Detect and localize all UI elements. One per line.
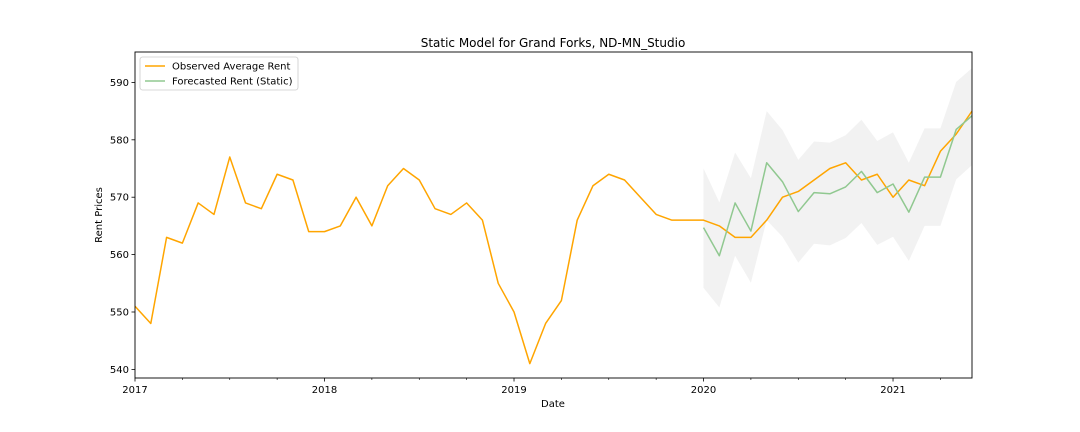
x-tick-label: 2019 (501, 385, 526, 396)
plot-marks (135, 68, 972, 364)
y-tick-label: 590 (110, 78, 129, 89)
x-tick-label: 2018 (312, 385, 337, 396)
y-axis-label: Rent Prices (94, 187, 105, 243)
y-axis: 540 550 560 570 580 590 (110, 78, 135, 376)
x-tick-label: 2021 (880, 385, 905, 396)
y-tick-label: 540 (110, 365, 129, 376)
x-axis-label: Date (541, 399, 565, 410)
y-tick-label: 560 (110, 250, 129, 261)
y-tick-label: 550 (110, 307, 129, 318)
y-tick-label: 580 (110, 135, 129, 146)
legend-entry: Observed Average Rent (172, 62, 291, 73)
legend: Observed Average Rent Forecasted Rent (St… (140, 57, 298, 90)
forecast-confidence-band (704, 68, 972, 307)
legend-entry: Forecasted Rent (Static) (172, 77, 293, 88)
x-tick-label: 2017 (122, 385, 147, 396)
y-tick-label: 570 (110, 193, 129, 204)
x-axis: 2017 2018 2019 2020 2021 (122, 378, 940, 396)
x-tick-label: 2020 (691, 385, 716, 396)
plot-area (135, 68, 972, 364)
chart-title: Static Model for Grand Forks, ND-MN_Stud… (421, 36, 686, 50)
